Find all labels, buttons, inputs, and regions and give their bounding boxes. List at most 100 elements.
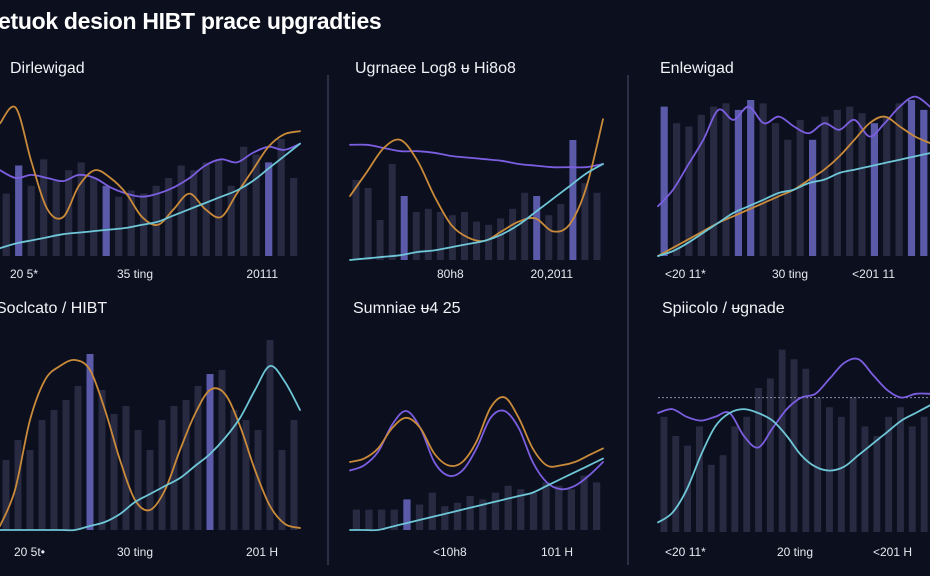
highlight-bar (734, 109, 742, 257)
bar (710, 106, 718, 256)
bar (218, 370, 226, 530)
highlight-bar (206, 374, 214, 530)
column-divider-right (627, 75, 629, 565)
bar (861, 426, 869, 532)
highlight-bar (809, 139, 817, 256)
bar (14, 440, 22, 530)
bar (759, 103, 767, 256)
bar (182, 400, 190, 530)
bar (858, 113, 866, 256)
bar (771, 123, 780, 256)
bar (146, 450, 154, 530)
chart-title: Soclcato / HIBT (0, 300, 108, 317)
bar (660, 416, 668, 532)
bar (849, 397, 857, 532)
bar (731, 426, 739, 532)
bar (521, 192, 529, 260)
chart-title: Sumniae ᵾ4 25 (353, 300, 461, 317)
bar (883, 116, 891, 256)
bar (673, 123, 681, 256)
highlight-bar (265, 162, 273, 256)
bar (802, 368, 810, 532)
bar (778, 349, 786, 532)
x-tick-label: <20 11* (665, 545, 706, 559)
purple-series-line (349, 143, 604, 169)
bar (555, 485, 563, 530)
bar (766, 378, 774, 532)
bar (122, 406, 130, 530)
bar (26, 450, 34, 530)
bar (194, 386, 202, 530)
bar (27, 185, 35, 256)
x-tick-label: <201 11 (852, 267, 895, 281)
bar (517, 489, 525, 530)
column-divider-left (327, 75, 329, 565)
bar (497, 218, 505, 260)
bar (230, 410, 238, 530)
bar (50, 410, 58, 530)
x-tick-label: 80h8 (437, 267, 464, 281)
highlight-bar (86, 354, 94, 530)
chart-svg: <20 11* 30 ting <201 11 (657, 95, 930, 281)
bar (491, 492, 500, 530)
bar (90, 178, 98, 256)
highlight-bar (403, 499, 411, 530)
bar (593, 192, 601, 260)
bar (364, 188, 372, 260)
bar (821, 116, 829, 256)
bar (62, 400, 70, 530)
bar (65, 170, 73, 256)
bar (796, 119, 804, 257)
bar (415, 504, 424, 530)
cyan-series-line (0, 142, 301, 250)
bar (2, 460, 10, 530)
bar (697, 114, 705, 257)
chart-title: Dirlewigad (10, 60, 85, 77)
x-tick-label: 30 ting (117, 545, 153, 559)
purple-series-line (657, 95, 930, 208)
bar (920, 416, 928, 532)
highlight-bar (660, 106, 668, 256)
chart-panel-dirlewigad: Dirlewigad 20 5* 35 ting 20111 (0, 60, 310, 290)
bar (895, 103, 903, 256)
purple-series-line (0, 142, 301, 198)
purple-series-line (349, 409, 604, 491)
bar (707, 464, 715, 532)
bar (110, 414, 118, 530)
highlight-bar (400, 196, 408, 260)
bar (485, 224, 493, 260)
orange-series-line (0, 359, 301, 529)
bar (240, 146, 248, 256)
bar (580, 475, 588, 530)
bar (784, 139, 792, 256)
chart-svg: <20 11* 20 ting <201 H (657, 349, 930, 559)
bar (448, 215, 456, 260)
bar (743, 416, 751, 532)
cyan-series-line (349, 163, 604, 261)
x-tick-label: 101 H (541, 545, 573, 559)
highlight-bar (533, 196, 541, 260)
bar (152, 185, 160, 256)
bar (696, 426, 703, 532)
bar (509, 208, 517, 260)
bar (814, 397, 822, 532)
bar (115, 196, 123, 256)
bar (158, 420, 166, 530)
x-tick-label: 20111 (246, 267, 278, 281)
cyan-series-line (349, 457, 604, 532)
bar (581, 183, 589, 260)
bar (479, 499, 487, 530)
bar (127, 190, 135, 256)
bar (388, 164, 396, 260)
bar (278, 450, 286, 530)
bar (98, 390, 106, 530)
bar (365, 509, 373, 530)
bar (826, 407, 833, 532)
chart-title: Ugrnaee Log8 ᵾ Hi8o8 (355, 60, 516, 77)
bar (266, 340, 274, 530)
bar (908, 426, 916, 532)
bar (290, 420, 298, 530)
bar (2, 193, 10, 256)
highlight-bar (907, 100, 916, 256)
chart-panel-enlewigad: Enlewigad <20 11* 30 ting <201 11 (650, 60, 930, 290)
